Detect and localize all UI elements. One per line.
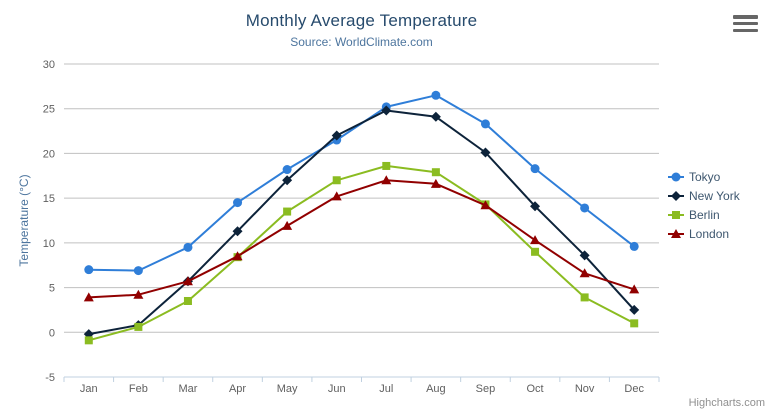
y-axis-label: 10 xyxy=(43,238,55,250)
legend-label: London xyxy=(689,226,730,241)
y-axis-title: Temperature (°C) xyxy=(17,174,31,266)
data-point-berlin[interactable] xyxy=(84,336,93,345)
data-point-tokyo[interactable] xyxy=(282,165,292,175)
x-axis-label: Nov xyxy=(575,383,595,395)
data-point-new-york[interactable] xyxy=(579,250,590,261)
x-axis-label: Jun xyxy=(328,383,346,395)
data-point-new-york[interactable] xyxy=(282,175,293,186)
data-point-new-york[interactable] xyxy=(232,226,243,237)
y-axis-label: 15 xyxy=(43,193,55,205)
x-axis-label: Sep xyxy=(476,383,496,395)
data-point-tokyo[interactable] xyxy=(84,265,94,275)
data-point-london[interactable] xyxy=(480,200,491,210)
data-point-new-york[interactable] xyxy=(430,111,441,122)
x-axis-label: Feb xyxy=(129,383,148,395)
legend-label: Tokyo xyxy=(689,169,721,184)
export-menu-button[interactable] xyxy=(733,15,758,32)
data-point-berlin[interactable] xyxy=(431,168,440,177)
data-point-berlin[interactable] xyxy=(630,319,639,328)
hamburger-icon xyxy=(733,15,758,19)
series-line xyxy=(87,179,636,299)
y-axis-label: -5 xyxy=(45,372,55,384)
data-point-london[interactable] xyxy=(381,175,392,185)
y-axis-label: 25 xyxy=(43,104,55,116)
data-point-london[interactable] xyxy=(331,191,342,201)
data-point-berlin[interactable] xyxy=(134,322,143,331)
data-point-london[interactable] xyxy=(629,284,640,294)
x-axis-label: Aug xyxy=(426,383,446,395)
credits-link[interactable]: Highcharts.com xyxy=(688,397,765,409)
data-point-london[interactable] xyxy=(182,276,193,286)
data-point-tokyo[interactable] xyxy=(133,266,143,276)
data-point-new-york[interactable] xyxy=(530,201,541,212)
legend-symbol-square xyxy=(668,210,684,219)
y-axis-label: 30 xyxy=(43,59,55,71)
chart-subtitle: Source: WorldClimate.com xyxy=(290,35,433,49)
data-point-tokyo[interactable] xyxy=(530,164,540,174)
data-point-tokyo[interactable] xyxy=(629,241,639,251)
x-axis-label: Mar xyxy=(178,383,197,395)
legend-item-berlin[interactable]: Berlin xyxy=(668,205,740,224)
data-point-london[interactable] xyxy=(83,292,94,302)
hamburger-icon xyxy=(733,28,758,32)
legend-label: New York xyxy=(689,188,740,203)
chart-title: Monthly Average Temperature xyxy=(245,11,478,30)
x-axis-label: Apr xyxy=(229,383,246,395)
series-berlin[interactable] xyxy=(84,161,639,345)
legend-symbol-triangle xyxy=(668,228,684,238)
data-point-berlin[interactable] xyxy=(382,161,391,170)
series-line xyxy=(87,94,636,272)
x-axis-label: Dec xyxy=(624,383,644,395)
data-point-berlin[interactable] xyxy=(580,293,589,302)
legend: Tokyo New York Berlin London xyxy=(668,167,740,243)
data-point-new-york[interactable] xyxy=(331,130,342,141)
legend-label: Berlin xyxy=(689,207,720,222)
data-point-london[interactable] xyxy=(579,268,590,278)
legend-marker[interactable] xyxy=(671,172,681,181)
legend-symbol-circle xyxy=(668,172,684,181)
data-point-new-york[interactable] xyxy=(381,105,392,116)
data-point-berlin[interactable] xyxy=(531,247,540,256)
data-point-tokyo[interactable] xyxy=(183,242,193,252)
series-london[interactable] xyxy=(83,175,640,302)
legend-item-new-york[interactable]: New York xyxy=(668,186,740,205)
legend-marker[interactable] xyxy=(671,190,681,201)
data-point-new-york[interactable] xyxy=(480,147,491,158)
data-point-tokyo[interactable] xyxy=(580,203,590,213)
y-axis-label: 20 xyxy=(43,148,55,160)
data-point-tokyo[interactable] xyxy=(480,119,490,129)
x-axis-label: Oct xyxy=(526,383,543,395)
legend-item-london[interactable]: London xyxy=(668,224,740,243)
data-point-london[interactable] xyxy=(430,178,441,188)
legend-marker[interactable] xyxy=(671,228,681,238)
series-line xyxy=(87,109,636,336)
data-point-london[interactable] xyxy=(530,235,541,245)
series-line xyxy=(87,164,636,342)
data-point-new-york[interactable] xyxy=(629,304,640,315)
legend-marker[interactable] xyxy=(672,210,680,219)
legend-item-tokyo[interactable]: Tokyo xyxy=(668,167,740,186)
y-axis-label: 0 xyxy=(49,327,55,339)
x-axis-label: Jul xyxy=(379,383,393,395)
hamburger-icon xyxy=(733,21,758,26)
data-point-london[interactable] xyxy=(133,289,144,299)
series-tokyo[interactable] xyxy=(84,90,639,276)
x-axis-label: May xyxy=(277,383,298,395)
data-point-london[interactable] xyxy=(232,251,243,261)
data-point-berlin[interactable] xyxy=(332,176,341,185)
data-point-tokyo[interactable] xyxy=(431,90,441,100)
x-axis-label: Jan xyxy=(80,383,98,395)
legend-symbol-diamond xyxy=(668,190,684,201)
data-point-tokyo[interactable] xyxy=(233,198,243,208)
y-axis-label: 5 xyxy=(49,283,55,295)
data-point-berlin[interactable] xyxy=(183,296,192,305)
data-point-berlin[interactable] xyxy=(283,207,292,216)
series-new-york[interactable] xyxy=(83,105,640,340)
data-point-london[interactable] xyxy=(282,220,293,230)
